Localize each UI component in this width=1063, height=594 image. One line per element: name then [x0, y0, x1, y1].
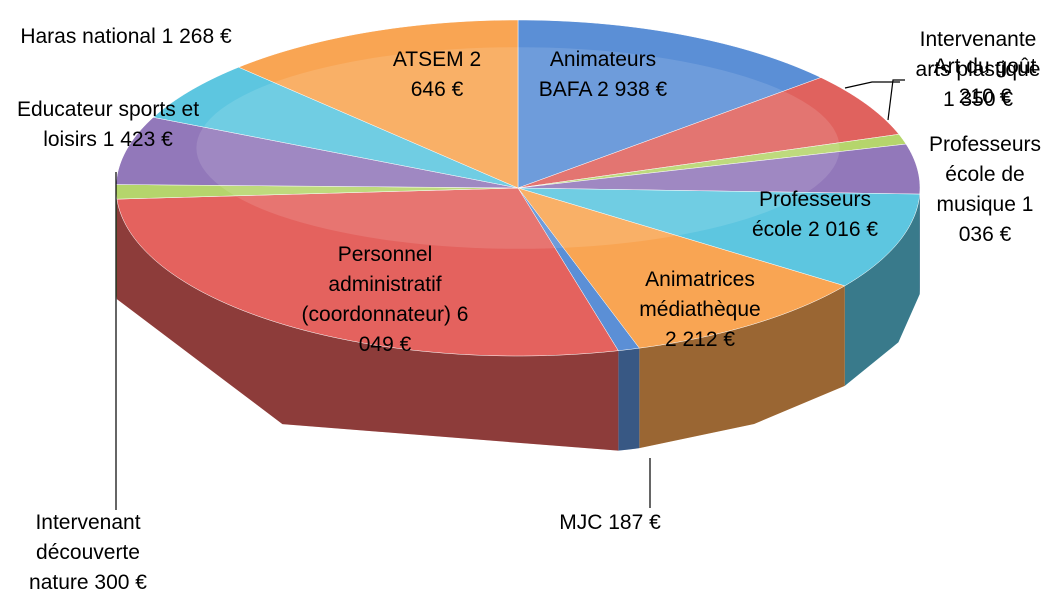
slice-side-shade: [618, 348, 640, 451]
data-label: Professeurs école de musique 1 036 €: [923, 130, 1048, 250]
category-label: Educateur sports et loisirs: [16, 98, 200, 151]
top-sheen: [196, 47, 840, 249]
category-label: MJC: [559, 511, 603, 534]
value-label: 300 €: [94, 571, 147, 594]
slice-side: [844, 194, 920, 386]
slice-side: [116, 199, 619, 451]
category-label: Animatrices médiathèque: [639, 268, 761, 321]
data-label: Intervenant découverte nature 300 €: [13, 508, 163, 594]
data-label: Personnel administratif (coordonnateur) …: [290, 240, 480, 360]
category-label: ATSEM: [392, 48, 464, 71]
leader-line: [844, 81, 900, 89]
slice: [517, 77, 900, 189]
data-label: Art du goût 210 €: [920, 52, 1050, 112]
category-label: Personnel administratif (coordonnateur): [301, 243, 451, 326]
value-label: 2 938 €: [597, 78, 668, 101]
data-label: Animatrices médiathèque 2 212 €: [635, 265, 765, 355]
value-label: 2 016 €: [807, 218, 879, 241]
data-label: Educateur sports et loisirs 1 423 €: [13, 95, 203, 155]
slice-side: [639, 285, 845, 449]
category-label: Professeurs école de musique: [928, 133, 1042, 216]
data-label: Professeurs école 2 016 €: [740, 185, 890, 245]
value-label: 2 212 €: [664, 328, 736, 351]
slice: [115, 117, 519, 189]
slice: [517, 143, 921, 195]
data-label: Animateurs BAFA 2 938 €: [528, 45, 678, 105]
value-label: 210 €: [958, 85, 1012, 108]
slice: [517, 187, 846, 349]
slice-side-shade: [639, 285, 845, 449]
slice: [152, 66, 519, 189]
value-label: 1 036 €: [958, 193, 1034, 246]
data-label: Haras national 1 268 €: [11, 22, 241, 52]
data-label: Intervenante arts plastique 1 350 €: [908, 25, 1048, 115]
value-label: 2 646 €: [410, 48, 482, 101]
slice-side-shade: [844, 194, 920, 386]
value-label: 187 €: [608, 511, 661, 534]
slice-side: [618, 348, 640, 451]
category-label: Haras national: [20, 25, 156, 48]
value-label: 1 350 €: [942, 88, 1014, 111]
value-label: 6 049 €: [358, 303, 469, 356]
value-label: 1 423 €: [102, 128, 173, 151]
category-label: Animateurs BAFA: [538, 48, 657, 101]
category-label: Professeurs école: [751, 188, 872, 241]
data-label: MJC 187 €: [550, 508, 670, 538]
leader-line: [887, 79, 905, 121]
slice: [517, 19, 822, 189]
value-label: 1 268 €: [161, 25, 232, 48]
slice-side-shade: [116, 199, 619, 451]
category-label: Intervenant découverte nature: [29, 511, 141, 594]
slice: [517, 187, 921, 287]
category-label: Intervenante arts plastique: [915, 28, 1041, 81]
category-label: Art du goût: [933, 55, 1037, 78]
data-label: ATSEM 2 646 €: [382, 45, 492, 105]
slice: [116, 187, 619, 357]
slice: [237, 19, 519, 189]
